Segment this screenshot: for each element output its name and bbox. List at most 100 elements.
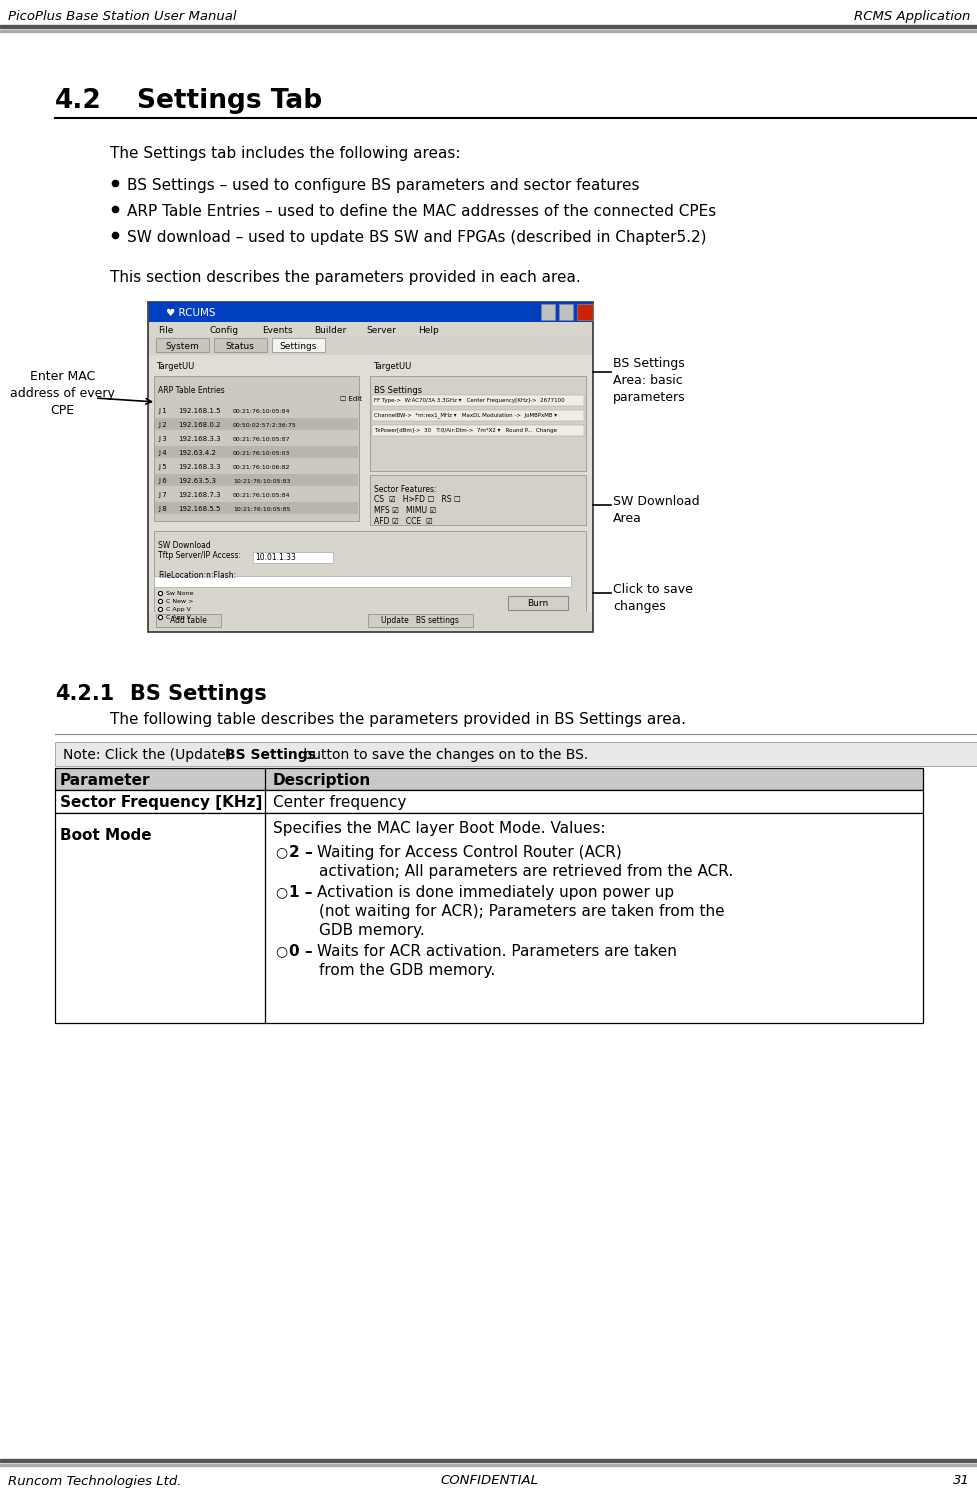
Text: 00:50:02:57:2:36:75: 00:50:02:57:2:36:75 [233,422,296,428]
Text: Parameter: Parameter [60,772,150,787]
Bar [153,375,359,521]
Bar [149,355,591,631]
Text: 00:21:76:10:05:87: 00:21:76:10:05:87 [233,437,290,441]
Text: BS Settings: BS Settings [225,748,316,761]
Bar [371,425,583,435]
Text: (not waiting for ACR); Parameters are taken from the: (not waiting for ACR); Parameters are ta… [319,904,724,919]
Text: 192.168.0.2: 192.168.0.2 [178,422,220,428]
Bar [369,476,585,525]
Text: 192.168.3.3: 192.168.3.3 [178,464,221,470]
Bar [272,338,324,352]
Text: 2 –: 2 – [289,845,313,860]
Text: The Settings tab includes the following areas:: The Settings tab includes the following … [109,147,460,162]
Text: Burn: Burn [527,598,548,607]
Text: AFD ☑   CCE  ☑: AFD ☑ CCE ☑ [373,518,432,527]
Bar [149,322,591,337]
Text: Tftp Server/IP Access:: Tftp Server/IP Access: [158,551,240,560]
Bar [0,1459,977,1462]
Bar [156,613,221,627]
Text: CS  ☑   H>FD ☐   RS ☐: CS ☑ H>FD ☐ RS ☐ [373,495,460,504]
Bar [149,337,591,355]
Text: 4.2.1: 4.2.1 [55,684,114,705]
Bar [559,304,573,320]
Text: SW download – used to update BS SW and FPGAs (described in Chapter5.2): SW download – used to update BS SW and F… [127,230,705,245]
Text: TargetUU: TargetUU [156,362,194,371]
Text: Activation is done immediately upon power up: Activation is done immediately upon powe… [317,886,673,901]
Text: J 3: J 3 [158,435,167,441]
Text: J 7: J 7 [158,492,167,498]
Bar [214,338,267,352]
Text: ChannelBW->  *m:rex1_MHz ▾   MaxDL Modulation ->  JoMBPxMB ▾: ChannelBW-> *m:rex1_MHz ▾ MaxDL Modulati… [373,413,557,417]
Text: ♥ RCUMS: ♥ RCUMS [166,308,215,319]
Bar [154,503,358,515]
Text: Help: Help [417,326,439,335]
Text: ○: ○ [275,944,287,957]
Text: This section describes the parameters provided in each area.: This section describes the parameters pr… [109,269,580,286]
Bar [0,1465,977,1466]
Text: MFS ☑   MIMU ☑: MFS ☑ MIMU ☑ [373,506,436,515]
Text: 10:21:76:10:05:85: 10:21:76:10:05:85 [233,507,290,512]
Bar [0,24,977,28]
Text: 192.168.3.3: 192.168.3.3 [178,435,221,441]
Bar [148,302,592,631]
Text: Add table: Add table [169,615,206,624]
Bar [253,552,332,562]
Text: C New >: C New > [166,598,193,603]
Text: 1 –: 1 – [289,886,313,901]
Text: BS Settings – used to configure BS parameters and sector features: BS Settings – used to configure BS param… [127,178,639,193]
Text: GDB memory.: GDB memory. [319,923,424,938]
Text: 192.63.4.2: 192.63.4.2 [178,450,216,456]
Bar [0,30,977,31]
Bar [153,531,585,619]
Text: J 1: J 1 [158,408,167,414]
Text: ○: ○ [275,886,287,899]
Bar [576,304,592,320]
Text: J 8: J 8 [158,506,167,512]
Bar [154,446,358,458]
Text: Note: Click the (Update): Note: Click the (Update) [63,748,235,761]
Text: from the GDB memory.: from the GDB memory. [319,963,494,978]
Bar [149,302,591,322]
Text: CONFIDENTIAL: CONFIDENTIAL [440,1475,537,1487]
Text: 0 –: 0 – [289,944,313,959]
Bar [154,404,358,416]
Bar [55,790,922,812]
Text: Description: Description [273,772,371,787]
Bar [55,742,977,766]
Bar [154,474,358,486]
Text: File: File [158,326,173,335]
Text: ☐ Edit: ☐ Edit [340,396,361,402]
Text: FF Type->  W:AC70/3A 3.3GHz ▾   Center Frequency[KHz]->  2677100: FF Type-> W:AC70/3A 3.3GHz ▾ Center Freq… [373,398,564,402]
Text: Runcom Technologies Ltd.: Runcom Technologies Ltd. [8,1475,182,1487]
Bar [154,417,358,429]
Text: Sector Frequency [KHz]: Sector Frequency [KHz] [60,794,262,809]
Text: BS Settings: BS Settings [130,684,267,705]
Text: SW Download
Area: SW Download Area [613,495,699,525]
Bar [55,812,922,1023]
Text: System: System [165,341,198,350]
Text: Specifies the MAC layer Boot Mode. Values:: Specifies the MAC layer Boot Mode. Value… [273,821,605,836]
Text: BS Settings
Area: basic
parameters: BS Settings Area: basic parameters [613,358,685,404]
Text: 192.63.5.3: 192.63.5.3 [178,479,216,485]
Bar [149,612,591,630]
Text: RCMS Application: RCMS Application [853,9,969,22]
Bar [371,410,583,420]
Text: J 4: J 4 [158,450,166,456]
Text: FileLocation:n:Flash:: FileLocation:n:Flash: [158,571,235,580]
Text: 10.01.1.33: 10.01.1.33 [255,552,296,561]
Bar [540,304,554,320]
Text: 00:21:76:10:05:03: 00:21:76:10:05:03 [233,450,290,455]
Text: Status: Status [226,341,254,350]
Text: BS Settings: BS Settings [373,386,422,395]
Text: J 2: J 2 [158,422,166,428]
Text: SW Download: SW Download [158,542,210,551]
Text: 4.2: 4.2 [55,88,102,114]
Text: Server: Server [365,326,396,335]
Bar [371,395,583,405]
Text: Boot Mode: Boot Mode [60,827,151,844]
Text: ARP Table Entries – used to define the MAC addresses of the connected CPEs: ARP Table Entries – used to define the M… [127,203,715,218]
Text: 00:21:76:10:05:84: 00:21:76:10:05:84 [233,492,290,498]
Text: Waiting for Access Control Router (ACR): Waiting for Access Control Router (ACR) [317,845,621,860]
Text: 192.168.1.5: 192.168.1.5 [178,408,220,414]
Text: J 6: J 6 [158,479,167,485]
